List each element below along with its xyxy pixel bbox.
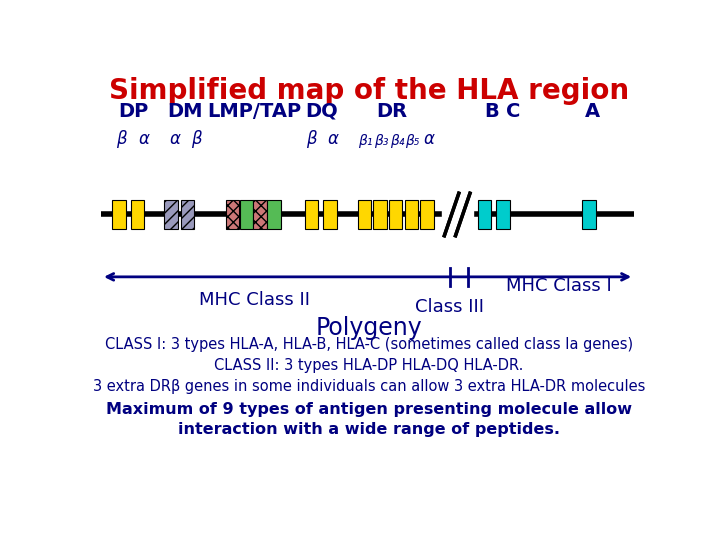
Bar — [253, 199, 267, 230]
Bar — [358, 199, 372, 230]
Bar — [225, 199, 239, 230]
Text: β₃: β₃ — [374, 134, 389, 148]
Text: β₁: β₁ — [359, 134, 373, 148]
Text: LMP/TAP: LMP/TAP — [207, 102, 302, 121]
Text: β: β — [117, 130, 127, 148]
Text: α: α — [424, 130, 435, 148]
Text: α: α — [327, 130, 338, 148]
Bar — [374, 199, 387, 230]
Text: β₄: β₄ — [390, 134, 404, 148]
Text: A: A — [585, 102, 600, 121]
Bar — [267, 199, 281, 230]
Bar — [405, 199, 418, 230]
Text: α: α — [170, 130, 181, 148]
Bar — [582, 199, 595, 230]
Text: DP: DP — [118, 102, 148, 121]
Text: Simplified map of the HLA region: Simplified map of the HLA region — [109, 77, 629, 105]
Text: interaction with a wide range of peptides.: interaction with a wide range of peptide… — [178, 422, 560, 437]
Text: CLASS II: 3 types HLA-DP HLA-DQ HLA-DR.: CLASS II: 3 types HLA-DP HLA-DQ HLA-DR. — [215, 358, 523, 373]
Text: MHC Class I: MHC Class I — [506, 277, 611, 295]
Bar — [240, 199, 253, 230]
Bar — [389, 199, 402, 230]
Text: Polygeny: Polygeny — [315, 316, 423, 340]
Bar — [420, 199, 433, 230]
Bar — [181, 199, 194, 230]
Text: C: C — [505, 102, 520, 121]
Text: DM: DM — [167, 102, 202, 121]
Text: B: B — [485, 102, 499, 121]
Bar — [164, 199, 178, 230]
Bar — [323, 199, 337, 230]
Text: CLASS I: 3 types HLA-A, HLA-B, HLA-C (sometimes called class Ia genes): CLASS I: 3 types HLA-A, HLA-B, HLA-C (so… — [105, 337, 633, 352]
Text: Maximum of 9 types of antigen presenting molecule allow: Maximum of 9 types of antigen presenting… — [106, 402, 632, 416]
Bar — [305, 199, 318, 230]
Text: DR: DR — [376, 102, 407, 121]
Bar — [478, 199, 491, 230]
Text: α: α — [139, 130, 150, 148]
Text: MHC Class II: MHC Class II — [199, 292, 310, 309]
Text: β: β — [191, 130, 202, 148]
Text: DQ: DQ — [305, 102, 338, 121]
Bar — [496, 199, 510, 230]
Bar — [112, 199, 126, 230]
Text: Class III: Class III — [415, 298, 485, 316]
Text: β₅: β₅ — [405, 134, 420, 148]
Text: 3 extra DRβ genes in some individuals can allow 3 extra HLA-DR molecules: 3 extra DRβ genes in some individuals ca… — [93, 379, 645, 394]
Bar — [131, 199, 144, 230]
Text: β: β — [306, 130, 317, 148]
